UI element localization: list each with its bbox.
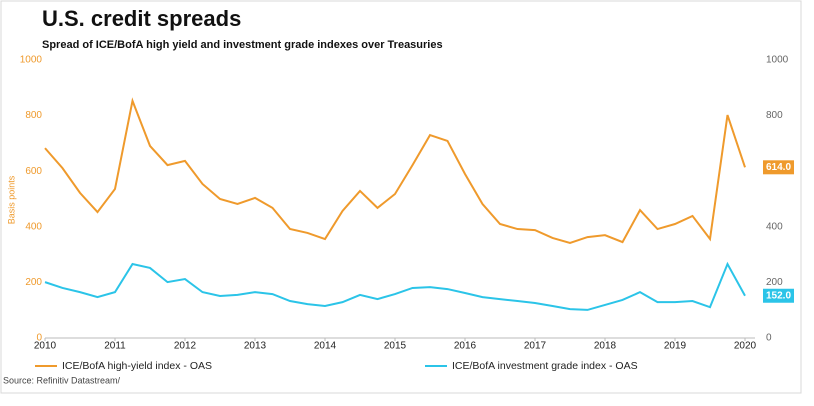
y-tick-label: 0 xyxy=(36,333,42,344)
x-tick-label: 2010 xyxy=(34,341,57,352)
y2-tick-label: 1000 xyxy=(766,55,789,66)
x-tick-label: 2011 xyxy=(104,341,126,352)
end-label-box xyxy=(763,288,794,303)
y2-tick-label: 800 xyxy=(766,110,783,121)
y-tick-label: 200 xyxy=(25,277,42,288)
y2-tick-label: 200 xyxy=(766,277,783,288)
end-label: 614.0 xyxy=(766,162,791,173)
x-tick-label: 2015 xyxy=(384,341,407,352)
end-label: 152.0 xyxy=(766,290,791,301)
x-tick-label: 2014 xyxy=(314,341,337,352)
y-axis-label: Basis points xyxy=(6,175,16,224)
x-tick-label: 2013 xyxy=(244,341,267,352)
source: Source: Refinitiv Datastream/ xyxy=(3,375,121,385)
x-tick-label: 2017 xyxy=(524,341,547,352)
series-line xyxy=(44,261,746,311)
y-tick-label: 600 xyxy=(25,166,42,177)
chart-subtitle: Spread of ICE/BofA high yield and invest… xyxy=(42,39,443,51)
series-line xyxy=(44,97,746,244)
end-label-box xyxy=(763,160,794,175)
frame xyxy=(0,0,802,394)
y-tick-label: 1000 xyxy=(20,55,43,66)
y-tick-label: 800 xyxy=(25,110,42,121)
x-tick-label: 2020 xyxy=(734,341,757,352)
x-tick-label: 2012 xyxy=(174,341,197,352)
y2-tick-label: 0 xyxy=(766,333,772,344)
x-tick-label: 2016 xyxy=(454,341,477,352)
x-tick-label: 2019 xyxy=(664,341,687,352)
legend-label: ICE/BofA investment grade index - OAS xyxy=(452,360,638,372)
chart-title: U.S. credit spreads xyxy=(42,6,241,31)
y-tick-label: 400 xyxy=(25,221,42,232)
x-tick-label: 2018 xyxy=(594,341,617,352)
y2-tick-label: 400 xyxy=(766,221,783,232)
legend-label: ICE/BofA high-yield index - OAS xyxy=(62,360,212,372)
